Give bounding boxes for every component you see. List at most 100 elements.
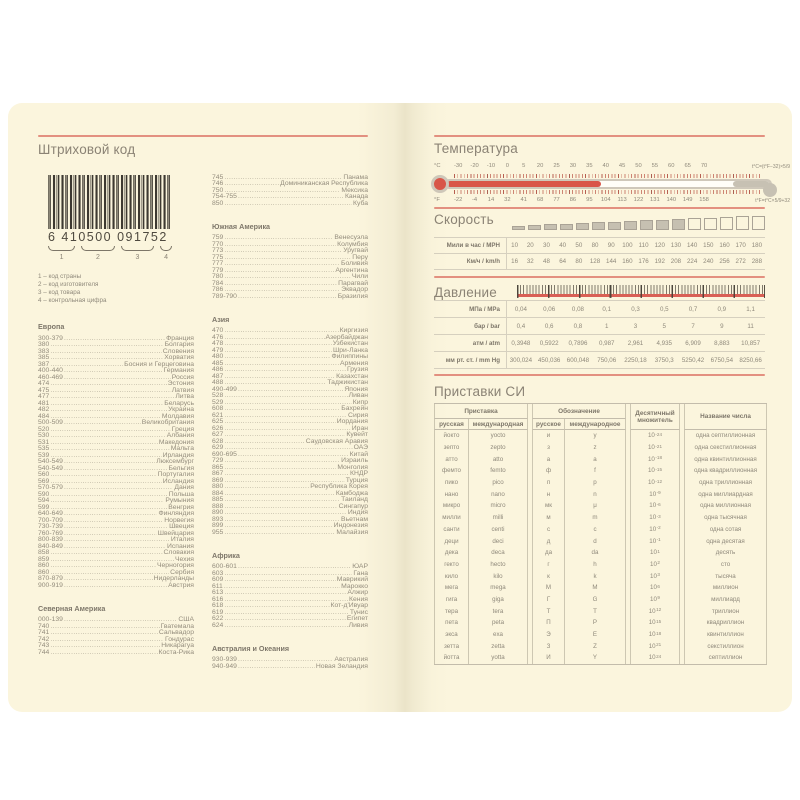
value-cell: 80 [575,258,583,265]
barcode-bars-image [48,175,170,229]
country-row: 400-440 Германия [38,368,194,376]
barcode-legend-item: 1 – код страны [38,273,82,280]
si-prefix-row: пико pico п p 10 -12 одна триллионная [434,476,767,489]
country-row: 750 Мексика [212,187,368,195]
prefix-russian: тера [434,605,468,617]
region-header: Северная Америка [38,603,106,613]
country-row: 485 Армения [212,360,368,368]
country-name: Новая Зеландия [315,662,368,670]
country-row: 487 Казахстан [212,373,368,381]
fahrenheit-tick-label: 149 [682,197,693,203]
country-row: 775 Перу [212,254,368,262]
value-cell: 3750,3 [654,356,674,364]
barcode-group-numbers: 1 2 3 4 [48,254,172,261]
country-row: 628 Саудовская Аравия [212,438,368,446]
value-cell: 110 [638,242,649,249]
country-name: Колумбия [337,240,368,248]
country-row: 528 Ливан [212,393,368,401]
country-name: Украина [168,406,194,414]
country-name: Чехия [174,555,194,563]
number-name: триллион [684,605,767,617]
country-code: 777 [212,260,224,268]
prefix-international: kilo [468,570,528,582]
country-name: Аргентина [335,266,368,274]
country-row: 460-469 Россия [38,374,194,382]
si-prefix-row: микро micro мк μ 10 -6 одна миллионная [434,500,767,512]
dot-leader [64,583,167,590]
speed-bar [560,223,573,230]
si-prefixes-table: Приставка Обозначение Десятичный множитель… [434,403,767,665]
country-section: Южная Америка 759 Венесуэла 770 Колумбия 773 У… [212,222,368,301]
country-name: Финляндия [158,510,194,518]
decimal-multiplier: 10 -15 [630,465,680,477]
symbol-international: G [564,593,626,606]
value-cell: 1 [604,322,609,330]
country-code: 474 [38,380,50,388]
dot-leader [224,201,352,208]
prefix-russian: пета [434,617,468,629]
country-code: 613 [212,589,224,597]
country-row: 955 Малайзия [212,529,368,537]
celsius-tick-label: 20 [536,163,544,169]
symbol-international: P [564,617,626,629]
country-name: Маврикий [336,576,368,584]
country-code: 490-499 [212,385,237,393]
barcode-group-brace [48,246,76,251]
country-code: 729 [212,457,224,465]
country-code: 745 [212,173,224,181]
country-name: Парагвай [338,279,368,287]
country-code: 888 [212,502,224,510]
symbol-international: Z [564,640,626,653]
country-row: 570-579 Дания [38,485,194,493]
celsius-scale-row: °C -30 -20 -10 0 5 20 25 30 35 40 45 50 55 60 65 70 t°C=(… [434,163,790,170]
dot-leader [224,530,335,537]
decimal-multiplier: 10 6 [630,581,680,594]
country-code: 540-549 [38,458,63,466]
symbol-russian: з [532,441,564,454]
thermometer-end-ball [763,183,777,197]
country-name: Сербия [170,568,194,576]
country-row: 618 Кот-д'Ивуар [212,603,368,611]
country-code: 479 [212,346,224,354]
symbol-international: n [564,488,626,501]
barcode-group-brace [81,246,115,251]
country-code: 869 [212,476,224,484]
value-cell: 160 [719,242,730,249]
country-code: 784 [212,279,224,287]
section-divider [434,276,765,278]
country-row: 859 Чехия [38,555,194,564]
country-code: 529 [212,398,224,406]
dot-leader [224,623,347,630]
country-row: 858 Словакия [38,549,195,558]
si-prefix-row: дека deca да da 10 1 десять [434,546,767,559]
speed-bar [576,222,589,230]
country-name: Словакия [163,549,195,557]
country-row: 488 Таджикистан [212,380,368,388]
country-code: 840-849 [38,542,63,550]
si-prefix-row: зетта zetta З Z 10 21 секстиллион [434,640,767,653]
value-cell: 130 [670,242,682,249]
country-code: 742 [38,635,50,643]
celsius-tick-label: -10 [486,163,496,169]
symbol-international: f [564,465,626,477]
left-page-title: Штриховой код [38,142,136,157]
si-prefix-row: атто atto а a 10 -18 одна квинтиллионная [434,453,767,466]
value-cell: 208 [670,258,682,265]
fahrenheit-scale-row: °F -22 -4 14 32 41 68 77 86 95 104 113 122 131 140 149 1… [434,197,790,204]
country-code: 700-709 [38,516,63,524]
si-prefix-row: йокто yocto и y 10 -24 одна септиллионная [434,430,767,442]
country-row: 860 Черногория [38,563,194,571]
value-cell: 450,036 [537,356,561,364]
symbol-international: y [564,430,626,442]
country-code: 619 [212,608,224,616]
country-code: 477 [38,393,50,401]
country-code: 611 [212,582,223,590]
country-row: 500-509 Великобритания [38,420,194,428]
country-code: 476 [212,333,224,341]
country-name: Греция [171,425,194,433]
country-name: Китай [350,451,368,459]
decimal-multiplier: 10 18 [630,628,680,641]
country-name: Шри-Ланка [333,346,368,354]
country-row: 616 Кения [212,596,368,604]
decimal-multiplier: 10 -21 [630,441,680,454]
